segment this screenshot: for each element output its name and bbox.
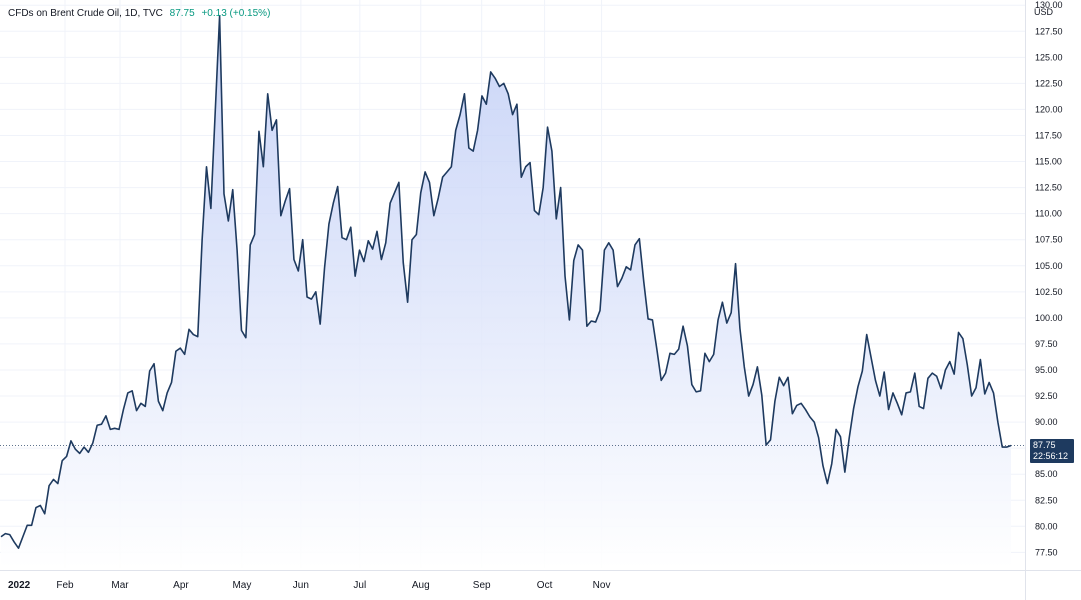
x-tick-label: Oct [537, 580, 553, 591]
y-tick-label: 100.00 [1035, 313, 1063, 323]
x-tick-label: Sep [473, 580, 491, 591]
price-change: +0.13 (+0.15%) [201, 8, 271, 19]
y-tick-label: 115.00 [1035, 157, 1062, 167]
x-tick-label: Jul [353, 580, 366, 591]
x-tick-label: Nov [593, 580, 611, 591]
y-tick-label: 80.00 [1035, 521, 1058, 531]
last-price-tag: 87.75 22:56:12 [1030, 438, 1074, 463]
y-tick-label: 82.50 [1035, 495, 1058, 505]
y-tick-label: 110.00 [1035, 209, 1062, 219]
price-tag-value: 87.75 [1033, 439, 1056, 450]
y-tick-label: 105.00 [1035, 261, 1063, 271]
y-tick-label: 90.00 [1035, 417, 1058, 427]
last-price: 87.75 [169, 8, 195, 19]
y-tick-label: 127.50 [1035, 26, 1063, 36]
y-tick-label: 107.50 [1035, 235, 1063, 245]
x-tick-label: Mar [111, 580, 129, 591]
y-tick-label: 102.50 [1035, 287, 1063, 297]
x-tick-label: May [232, 580, 251, 591]
x-tick-label: Apr [173, 580, 189, 591]
chart-legend: CFDs on Brent Crude Oil, 1D, TVC 87.75 +… [8, 8, 270, 19]
x-tick-label: Jun [293, 580, 309, 591]
y-tick-label: 77.50 [1035, 547, 1058, 557]
x-tick-label: 2022 [8, 580, 31, 591]
y-tick-label: 117.50 [1035, 130, 1062, 140]
area-fill [1, 15, 1011, 568]
x-tick-label: Aug [412, 580, 430, 591]
y-tick-label: 122.50 [1035, 78, 1063, 88]
y-tick-label: 112.50 [1035, 183, 1062, 193]
y-tick-label: 97.50 [1035, 339, 1058, 349]
y-tick-label: 130.00 [1035, 0, 1063, 10]
y-tick-label: 95.00 [1035, 365, 1058, 375]
y-tick-label: 120.00 [1035, 104, 1063, 114]
symbol-title: CFDs on Brent Crude Oil, 1D, TVC [8, 8, 163, 19]
y-tick-label: 92.50 [1035, 391, 1058, 401]
price-tag-countdown: 22:56:12 [1033, 450, 1069, 461]
x-tick-label: Feb [56, 580, 74, 591]
y-tick-label: 85.00 [1035, 469, 1058, 479]
currency-label: USD [1034, 7, 1054, 17]
series-line [0, 14, 1012, 549]
y-tick-label: 125.00 [1035, 52, 1063, 62]
